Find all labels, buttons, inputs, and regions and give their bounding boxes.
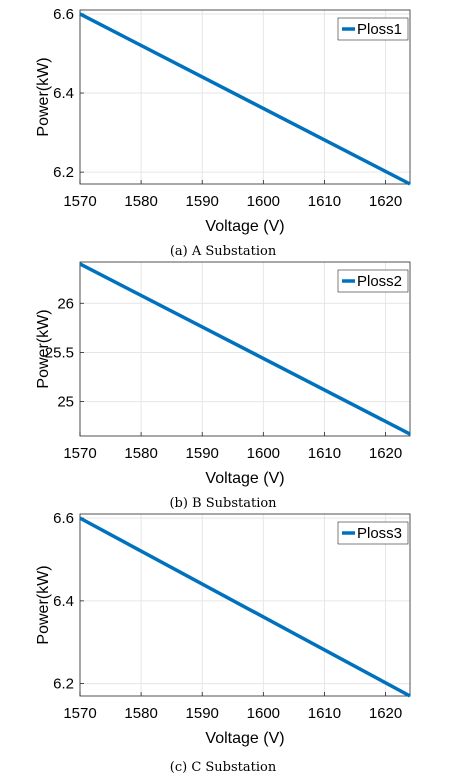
- y-tick-label: 6.6: [53, 6, 74, 23]
- y-tick-label: 6.4: [53, 85, 74, 102]
- x-tick-label: 1580: [124, 193, 157, 210]
- legend: Ploss3: [337, 521, 409, 545]
- y-tick-label: 6.6: [53, 510, 74, 527]
- y-axis-label: Power(kW): [35, 565, 52, 644]
- x-axis-label: Voltage (V): [205, 730, 284, 747]
- legend-label: Ploss1: [357, 21, 402, 38]
- chart-panel-2: 1570 1580 1590 1600 1610 1620 25 25.5 26 Voltage …: [35, 261, 411, 511]
- y-tick-label: 25.5: [45, 344, 74, 361]
- y-tick-label: 6.4: [53, 593, 74, 610]
- series-line-ploss2: [79, 262, 411, 436]
- y-axis-label: Power(kW): [35, 309, 52, 388]
- axes-frame: [79, 9, 411, 185]
- legend-label: Ploss3: [357, 525, 402, 542]
- legend: Ploss1: [337, 17, 409, 41]
- legend-box: [337, 17, 409, 41]
- figure-caption: (a) A Substation: [170, 244, 277, 259]
- axes-frame: [79, 513, 411, 697]
- y-axis-label: Power(kW): [35, 57, 52, 136]
- x-tick-label: 1610: [308, 193, 341, 210]
- x-tick-label: 1570: [63, 193, 96, 210]
- y-tick-label: 6.2: [53, 164, 74, 181]
- y-tick-label: 25: [57, 394, 74, 411]
- figure-caption: (c) C Substation: [170, 760, 277, 775]
- x-axis-label: Voltage (V): [205, 470, 284, 487]
- x-tick-label: 1610: [308, 705, 341, 722]
- x-tick-label: 1610: [308, 445, 341, 462]
- legend-label: Ploss2: [357, 273, 402, 290]
- axes-frame: [79, 261, 411, 437]
- y-tick-label: 26: [57, 295, 74, 312]
- x-tick-label: 1580: [124, 445, 157, 462]
- x-tick-label: 1620: [369, 705, 402, 722]
- x-tick-label: 1570: [63, 445, 96, 462]
- figure-caption: (b) B Substation: [169, 496, 277, 511]
- x-tick-label: 1620: [369, 193, 402, 210]
- x-axis-label: Voltage (V): [205, 218, 284, 235]
- x-tick-label: 1590: [186, 705, 219, 722]
- x-tick-label: 1600: [247, 445, 280, 462]
- legend-box: [337, 521, 409, 545]
- y-tick-label: 6.2: [53, 676, 74, 693]
- series-line-ploss3: [79, 516, 411, 698]
- x-tick-label: 1600: [247, 705, 280, 722]
- chart-panel-3: 1570 1580 1590 1600 1610 1620 6.2 6.4 6.6 Voltage…: [35, 510, 411, 775]
- x-tick-label: 1570: [63, 705, 96, 722]
- legend-box: [337, 269, 409, 293]
- x-tick-label: 1580: [124, 705, 157, 722]
- chart-panel-1: 1570 1580 1590 1600 1610 1620 6.2 6.4 6.6 Voltage…: [35, 6, 411, 259]
- x-tick-label: 1620: [369, 445, 402, 462]
- x-tick-label: 1600: [247, 193, 280, 210]
- x-tick-label: 1590: [186, 193, 219, 210]
- series-line-ploss1: [79, 12, 411, 186]
- x-tick-label: 1590: [186, 445, 219, 462]
- legend: Ploss2: [337, 269, 409, 293]
